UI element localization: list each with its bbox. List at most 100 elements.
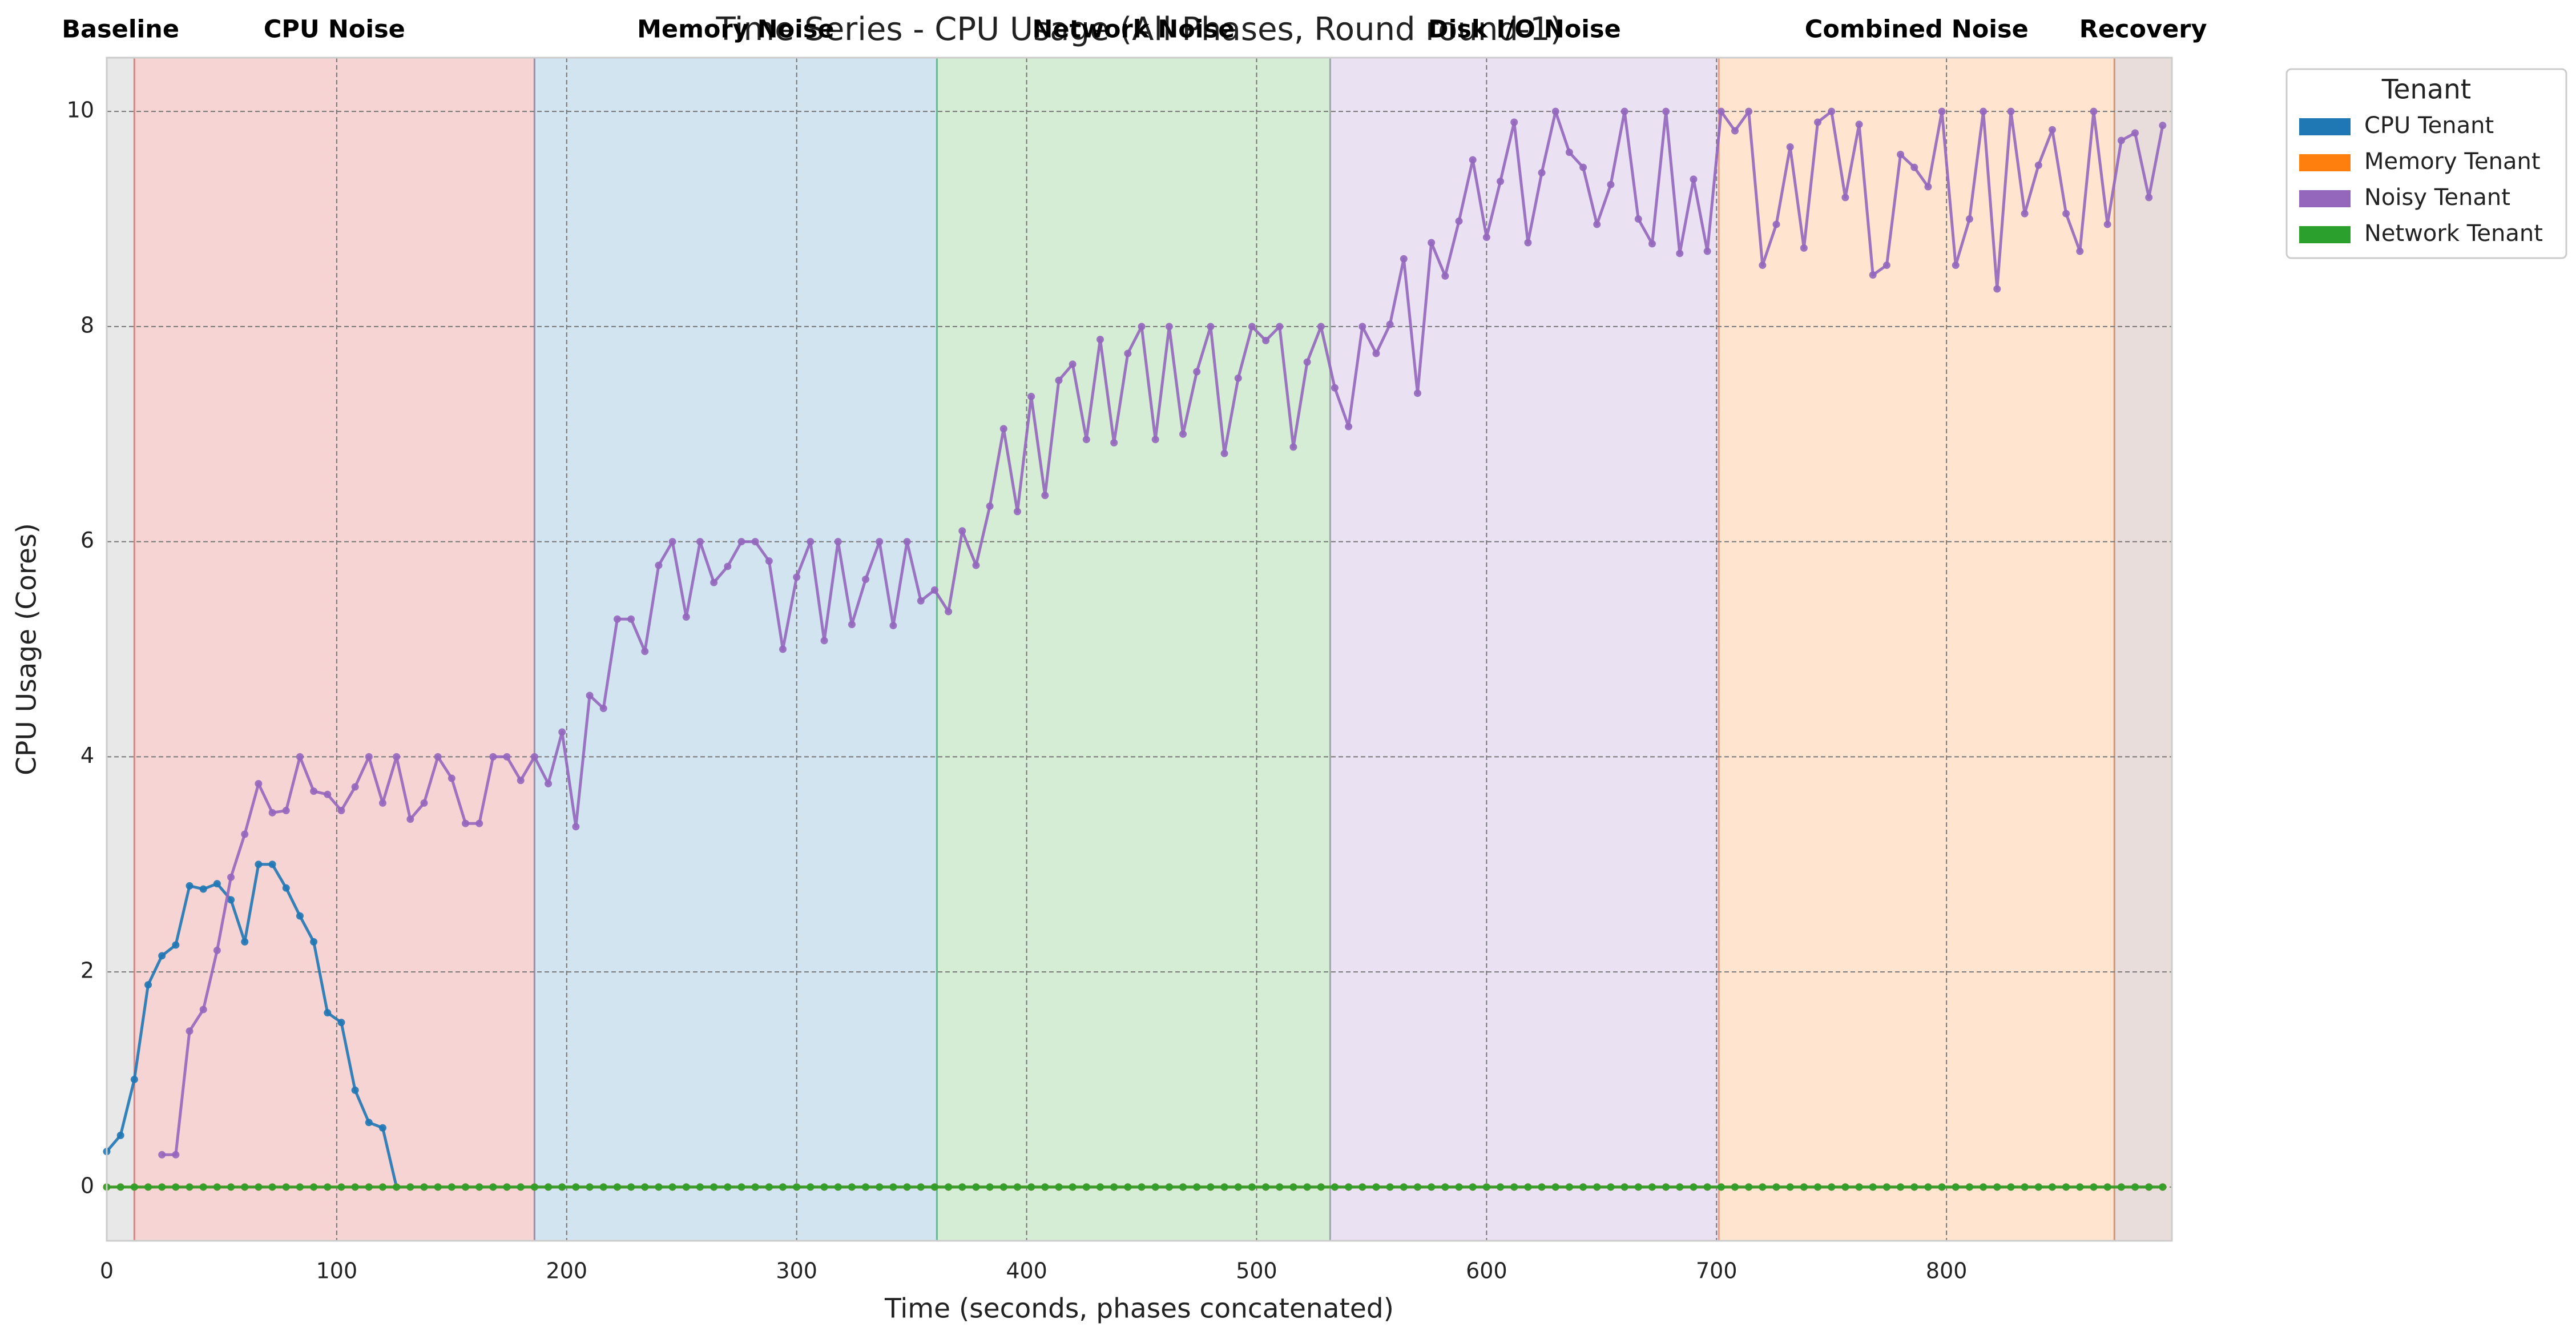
data-point <box>1414 1183 1422 1191</box>
data-point <box>1662 1183 1670 1191</box>
data-point <box>1428 1183 1436 1191</box>
data-point <box>1179 1183 1187 1191</box>
data-point <box>1151 436 1159 444</box>
data-point <box>1069 360 1077 368</box>
data-point <box>268 809 276 817</box>
data-point <box>2062 210 2070 218</box>
data-point <box>1882 1183 1890 1191</box>
data-point <box>1289 443 1297 451</box>
data-point <box>945 1183 953 1191</box>
data-point <box>1814 118 1822 126</box>
data-point <box>489 1183 497 1191</box>
data-point <box>1938 1183 1946 1191</box>
data-point <box>958 1183 966 1191</box>
data-point <box>199 885 207 893</box>
data-point <box>406 1183 414 1191</box>
data-point <box>1855 1183 1863 1191</box>
data-point <box>158 1183 166 1191</box>
data-point <box>999 1183 1007 1191</box>
data-point <box>986 502 994 510</box>
data-point <box>1027 392 1035 400</box>
data-point <box>1800 1183 1808 1191</box>
data-point <box>1428 239 1436 247</box>
phase-label: Disk I/O Noise <box>1428 15 1621 44</box>
data-point <box>945 608 953 616</box>
data-point <box>1579 1183 1587 1191</box>
y-tick-label: 0 <box>80 1173 94 1198</box>
data-point <box>475 819 483 827</box>
legend: Tenant CPU Tenant Memory Tenant Noisy Tena… <box>2285 68 2567 259</box>
data-point <box>1676 250 1684 258</box>
data-point <box>1193 368 1201 376</box>
data-point <box>876 1183 884 1191</box>
data-point <box>724 1183 732 1191</box>
data-point <box>1317 323 1325 331</box>
data-point <box>186 1183 193 1191</box>
data-point <box>1234 374 1242 382</box>
data-point <box>337 1019 345 1027</box>
legend-swatch <box>2299 190 2351 207</box>
data-point <box>1441 272 1449 280</box>
data-point <box>1897 151 1905 159</box>
data-point <box>310 1183 318 1191</box>
data-point <box>2021 1183 2029 1191</box>
data-point <box>1551 1183 1559 1191</box>
data-point <box>1441 1183 1449 1191</box>
data-point <box>930 1183 938 1191</box>
data-point <box>972 561 980 569</box>
data-point <box>668 538 676 546</box>
data-point <box>1717 107 1725 115</box>
data-point <box>1980 1183 1988 1191</box>
data-point <box>2131 129 2139 137</box>
data-point <box>807 538 815 546</box>
phase-band <box>133 57 535 1242</box>
data-point <box>862 576 870 584</box>
data-point <box>351 1183 359 1191</box>
data-point <box>2076 1183 2084 1191</box>
data-point <box>2131 1183 2139 1191</box>
data-point <box>655 561 663 569</box>
data-point <box>1455 217 1463 225</box>
data-point <box>296 912 304 920</box>
data-point <box>1303 1183 1311 1191</box>
data-point <box>807 1183 815 1191</box>
data-point <box>1952 262 1960 270</box>
data-point <box>696 538 704 546</box>
data-point <box>1579 163 1587 171</box>
data-point <box>255 1183 263 1191</box>
phase-band <box>1329 57 1720 1242</box>
data-point <box>958 527 966 535</box>
data-point <box>1910 1183 1918 1191</box>
data-point <box>1717 1183 1725 1191</box>
data-point <box>765 1183 773 1191</box>
data-point <box>144 1183 152 1191</box>
data-point <box>530 753 538 761</box>
x-axis-label: Time (seconds, phases concatenated) <box>884 1293 1394 1325</box>
data-point <box>296 1183 304 1191</box>
phase-label: CPU Noise <box>264 15 405 44</box>
data-point <box>2048 1183 2056 1191</box>
data-point <box>186 1027 193 1035</box>
data-point <box>1124 1183 1132 1191</box>
data-point <box>420 799 428 807</box>
data-point <box>1069 1183 1077 1191</box>
data-point <box>1482 234 1490 242</box>
data-point <box>1772 1183 1780 1191</box>
y-tick-label: 4 <box>80 743 94 768</box>
data-point <box>448 1183 455 1191</box>
x-tick-label: 100 <box>316 1258 358 1284</box>
data-point <box>1772 220 1780 228</box>
data-point <box>972 1183 980 1191</box>
x-tick-label: 0 <box>100 1258 114 1284</box>
data-point <box>489 753 497 761</box>
data-point <box>1234 1183 1242 1191</box>
data-point <box>1289 1183 1297 1191</box>
data-point <box>1538 1183 1546 1191</box>
data-point <box>1400 1183 1408 1191</box>
data-point <box>1993 285 2001 293</box>
data-point <box>737 538 745 546</box>
data-point <box>1013 508 1021 516</box>
data-point <box>186 882 193 890</box>
data-point <box>158 1151 166 1159</box>
data-point <box>1676 1183 1684 1191</box>
